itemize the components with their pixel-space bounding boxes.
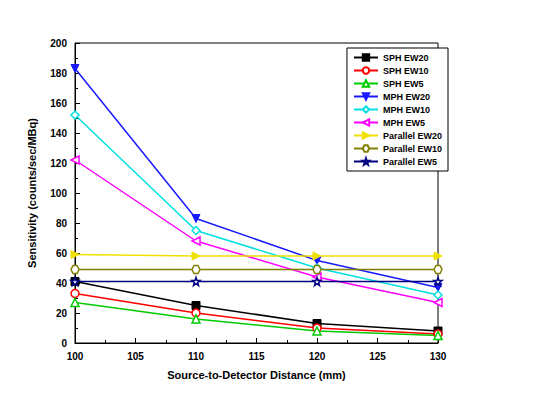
svg-text:100: 100 — [67, 351, 84, 362]
svg-text:40: 40 — [56, 278, 68, 289]
svg-text:Sensitivity (counts/sec/MBq): Sensitivity (counts/sec/MBq) — [26, 118, 38, 268]
svg-text:0: 0 — [61, 338, 67, 349]
svg-text:100: 100 — [50, 188, 67, 199]
svg-text:Source-to-Detector Distance (m: Source-to-Detector Distance (mm) — [167, 369, 346, 381]
svg-text:80: 80 — [56, 218, 68, 229]
svg-text:20: 20 — [56, 308, 68, 319]
svg-text:MPH EW20: MPH EW20 — [383, 92, 430, 102]
svg-text:60: 60 — [56, 248, 68, 259]
svg-text:Parallel EW20: Parallel EW20 — [383, 131, 442, 141]
svg-text:200: 200 — [50, 38, 67, 49]
svg-text:110: 110 — [188, 351, 205, 362]
svg-text:120: 120 — [50, 158, 67, 169]
svg-text:180: 180 — [50, 68, 67, 79]
svg-text:SPH EW10: SPH EW10 — [383, 66, 429, 76]
svg-text:125: 125 — [369, 351, 386, 362]
svg-text:Parallel EW10: Parallel EW10 — [383, 144, 442, 154]
svg-text:115: 115 — [248, 351, 265, 362]
svg-text:140: 140 — [50, 128, 67, 139]
svg-text:SPH EW5: SPH EW5 — [383, 79, 424, 89]
svg-text:160: 160 — [50, 98, 67, 109]
svg-text:SPH EW20: SPH EW20 — [383, 53, 429, 63]
svg-text:120: 120 — [309, 351, 326, 362]
svg-text:Parallel EW5: Parallel EW5 — [383, 157, 437, 167]
svg-text:130: 130 — [430, 351, 447, 362]
svg-text:105: 105 — [127, 351, 144, 362]
svg-text:MPH EW10: MPH EW10 — [383, 105, 430, 115]
svg-text:MPH EW5: MPH EW5 — [383, 118, 425, 128]
